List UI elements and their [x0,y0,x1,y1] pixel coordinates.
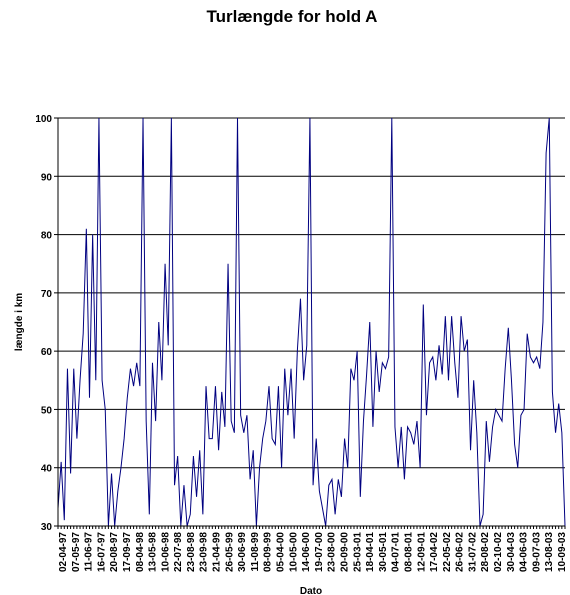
y-tick-label: 30 [41,522,53,533]
x-tick-label: 30-04-03 [506,532,517,572]
x-tick-label: 08-08-01 [404,532,415,572]
x-tick-label: 13-08-03 [544,532,555,572]
x-axis-title: Dato [300,586,322,595]
x-tick-label: 30-06-99 [237,532,248,572]
x-tick-label: 08-04-98 [135,532,146,572]
x-tick-label: 11-08-99 [250,532,261,572]
y-tick-label: 100 [35,114,52,125]
x-tick-label: 14-06-00 [301,532,312,572]
x-tick-label: 23-08-00 [327,532,338,572]
x-tick-label: 28-08-02 [480,532,491,572]
x-tick-label: 22-05-02 [442,532,453,572]
axes [57,118,565,527]
x-tick-label: 04-06-03 [519,532,530,572]
x-tick-label: 13-05-98 [148,532,159,572]
x-tick-label: 08-09-99 [263,532,274,572]
x-tick-label: 04-07-01 [391,532,402,572]
y-tick-label: 40 [41,464,53,475]
x-tick-label: 16-07-97 [96,532,107,572]
x-tick-label: 10-09-03 [557,532,568,572]
series-line [57,117,566,527]
x-tick-label: 11-06-97 [84,532,95,572]
x-tick-label: 21-04-99 [212,532,223,572]
x-tick-label: 07-05-97 [71,532,82,572]
x-tick-label: 20-09-00 [340,532,351,572]
x-tick-label: 19-07-00 [314,532,325,572]
x-tick-label: 02-04-97 [58,532,69,572]
x-tick-label: 10-06-98 [160,532,171,572]
chart-title: Turlængde for hold A [207,7,378,26]
x-tick-label: 10-05-00 [288,532,299,572]
y-tick-label: 60 [41,347,53,358]
x-tick-label: 12-09-01 [416,532,427,572]
x-tick-label: 17-09-97 [122,532,133,572]
y-tick-label: 90 [41,172,53,183]
x-tick-label: 31-07-02 [467,532,478,572]
x-tick-label: 02-10-02 [493,532,504,572]
y-tick-label: 80 [41,231,53,242]
x-tick-label: 26-06-02 [455,532,466,572]
y-axis-title: længde i km [14,293,25,351]
x-tick-label: 18-04-01 [365,532,376,572]
x-tick-label: 22-07-98 [173,532,184,572]
x-tick-label: 30-05-01 [378,532,389,572]
x-axis-ticks: 02-04-97 07-05-97 11-06-97 16-07-97 20-08-97… [57,526,568,572]
x-tick-label: 09-07-03 [531,532,542,572]
x-tick-label: 17-04-02 [429,532,440,572]
y-tick-label: 70 [41,289,53,300]
x-tick-label: 26-05-99 [224,532,235,572]
y-axis-ticks: 30 40 50 60 70 80 90 100 [35,114,58,533]
x-tick-label: 20-08-97 [109,532,120,572]
x-tick-label: 25-03-01 [352,532,363,572]
x-tick-label: 05-04-00 [276,532,287,572]
y-tick-label: 50 [41,405,53,416]
x-tick-label: 23-09-98 [199,532,210,572]
x-tick-label: 23-08-98 [186,532,197,572]
